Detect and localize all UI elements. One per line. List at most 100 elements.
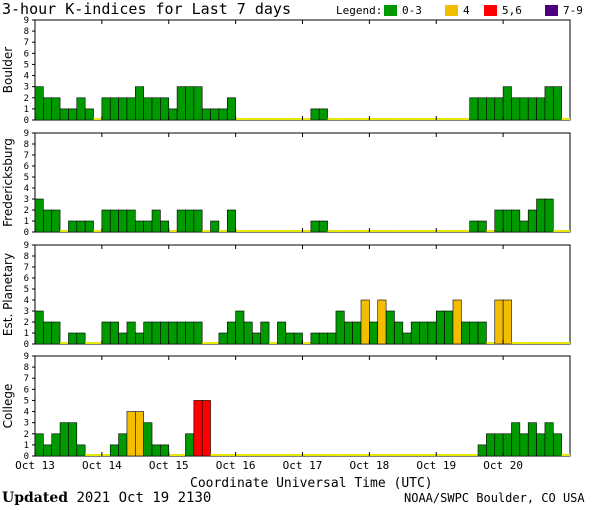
kp-bar-zero	[277, 230, 286, 232]
y-tick-label: 5	[24, 396, 29, 406]
kp-bar-zero	[419, 118, 428, 120]
kp-bar-zero	[252, 118, 261, 120]
kp-bar-zero	[369, 454, 378, 456]
kp-bar-zero	[469, 454, 479, 456]
y-tick-label: 5	[24, 285, 29, 295]
kp-bar	[435, 310, 445, 345]
kp-bar-zero	[386, 230, 395, 232]
kp-bar	[51, 209, 61, 233]
kp-bar-zero	[335, 230, 345, 232]
kp-bar-zero	[60, 230, 69, 232]
kp-bar	[536, 97, 546, 121]
panel-label: Fredericksburg	[1, 138, 15, 227]
y-tick-label: 1	[24, 105, 29, 115]
kp-bar-zero	[168, 230, 178, 232]
kp-bar	[51, 321, 61, 345]
kp-bar	[76, 220, 86, 233]
kp-bar-zero	[235, 118, 244, 120]
kp-bar	[68, 332, 78, 345]
updated-value: 2021 Oct 19 2130	[76, 490, 212, 506]
kp-bar	[126, 97, 136, 121]
kp-bar	[109, 209, 119, 233]
kp-bar-zero	[452, 118, 462, 120]
kp-bar	[318, 108, 328, 121]
kp-bar-zero	[269, 454, 278, 456]
y-tick-label: 2	[24, 94, 29, 104]
kp-bar-zero	[561, 118, 570, 120]
kp-bar	[185, 321, 195, 345]
kp-bar-zero	[352, 230, 362, 232]
kp-bar-zero	[402, 118, 412, 120]
kp-bar	[84, 220, 94, 233]
kp-bar	[360, 299, 370, 345]
kp-bar-zero	[511, 342, 520, 344]
kp-bar	[34, 433, 44, 457]
kp-bar	[486, 97, 496, 121]
kp-bar-zero	[252, 454, 261, 456]
y-tick-label: 6	[24, 49, 29, 59]
kp-bar	[277, 321, 287, 345]
kp-bar	[101, 321, 111, 345]
legend-item-quiet: 0-3	[402, 4, 422, 17]
kp-bar	[43, 321, 53, 345]
kp-bar	[201, 108, 211, 121]
kp-bar-zero	[327, 118, 336, 120]
kp-bar	[151, 209, 161, 233]
x-tick-label: Oct 17	[283, 459, 323, 472]
kp-bar	[101, 209, 111, 233]
y-tick-label: 3	[24, 419, 29, 429]
kp-bar-zero	[218, 230, 228, 232]
y-tick-label: 0	[24, 340, 29, 350]
kp-bar	[469, 97, 479, 121]
kp-bar	[544, 86, 554, 121]
kp-bar	[477, 97, 487, 121]
kp-bar	[369, 321, 379, 345]
kp-bar-zero	[344, 454, 353, 456]
chart-title: 3-hour K-indices for Last 7 days	[2, 0, 291, 18]
kp-bar	[43, 209, 53, 233]
kp-bar	[160, 321, 170, 345]
kp-bar	[43, 97, 53, 121]
kp-bar-zero	[252, 230, 261, 232]
kp-bar	[168, 108, 178, 121]
kp-bar	[226, 97, 236, 121]
kp-bar	[527, 209, 537, 233]
kp-bar-zero	[427, 118, 437, 120]
kp-bar-zero	[93, 342, 102, 344]
kp-bar-zero	[411, 230, 420, 232]
kp-bar-zero	[536, 342, 545, 344]
kp-bar-zero	[411, 118, 420, 120]
kp-bar	[477, 444, 487, 457]
kp-bar	[293, 332, 303, 345]
y-tick-label: 2	[24, 318, 29, 328]
kp-bar	[527, 422, 537, 457]
kp-bar	[285, 332, 295, 345]
kp-bar	[76, 332, 86, 345]
kp-bar-zero	[327, 454, 336, 456]
kp-bar	[151, 444, 161, 457]
y-tick-label: 3	[24, 195, 29, 205]
kp-bar-zero	[386, 118, 395, 120]
kp-bar	[160, 220, 170, 233]
kp-bar-zero	[269, 342, 278, 344]
kp-bar	[34, 310, 44, 345]
legend-label: Legend:	[336, 4, 383, 17]
y-tick-label: 2	[24, 430, 29, 440]
kp-bar	[193, 321, 203, 345]
kp-bar-zero	[411, 454, 420, 456]
x-tick-label: Oct 16	[216, 459, 256, 472]
kp-bar	[118, 97, 128, 121]
kp-bar	[143, 321, 153, 345]
x-tick-label: Oct 14	[82, 459, 122, 472]
kp-bar-zero	[85, 454, 94, 456]
kp-bar-zero	[235, 230, 244, 232]
kp-bar	[151, 97, 161, 121]
kp-bar-zero	[461, 454, 470, 456]
kp-bar	[402, 332, 412, 345]
y-tick-label: 9	[24, 129, 29, 139]
kp-bar-zero	[486, 342, 495, 344]
kp-bar-zero	[285, 118, 295, 120]
kp-bar	[477, 220, 487, 233]
kp-bar	[68, 220, 78, 233]
y-tick-label: 0	[24, 116, 29, 126]
